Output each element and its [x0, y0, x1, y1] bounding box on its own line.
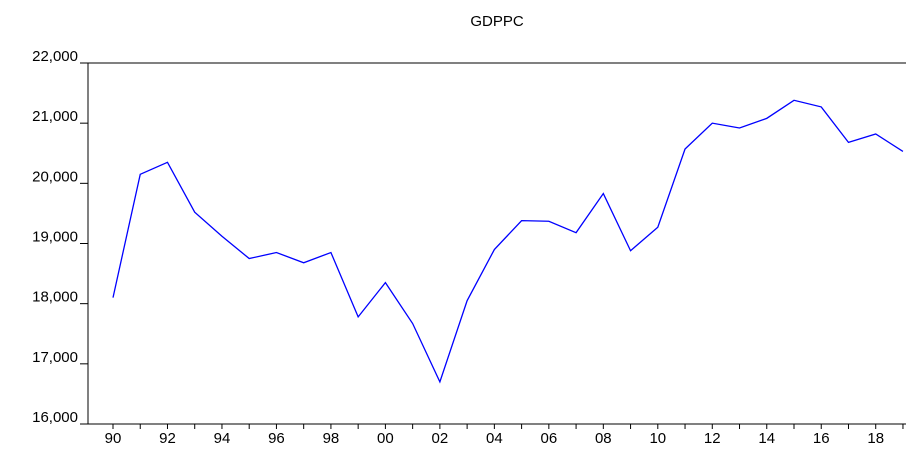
- x-tick-label: 00: [377, 430, 394, 447]
- y-tick-label: 16,000: [32, 409, 78, 426]
- x-tick-label: 12: [704, 430, 721, 447]
- x-tick-label: 06: [540, 430, 557, 447]
- x-tick-label: 18: [867, 430, 884, 447]
- x-tick-label: 08: [595, 430, 612, 447]
- y-tick-label: 20,000: [32, 168, 78, 185]
- x-tick-label: 96: [268, 430, 285, 447]
- x-tick-label: 02: [432, 430, 449, 447]
- x-tick-label: 10: [649, 430, 666, 447]
- y-tick-label: 19,000: [32, 228, 78, 245]
- y-tick-label: 22,000: [32, 48, 78, 65]
- y-tick-label: 18,000: [32, 289, 78, 306]
- chart-title: GDPPC: [470, 13, 524, 30]
- x-tick-label: 04: [486, 430, 503, 447]
- x-tick-label: 98: [323, 430, 340, 447]
- series-line: [112, 99, 904, 384]
- y-tick-label: 21,000: [32, 108, 78, 125]
- x-tick-label: 14: [758, 430, 775, 447]
- x-tick-label: 16: [813, 430, 830, 447]
- y-tick-label: 17,000: [32, 349, 78, 366]
- x-tick-label: 90: [105, 430, 122, 447]
- x-tick-label: 92: [159, 430, 176, 447]
- x-tick-label: 94: [214, 430, 231, 447]
